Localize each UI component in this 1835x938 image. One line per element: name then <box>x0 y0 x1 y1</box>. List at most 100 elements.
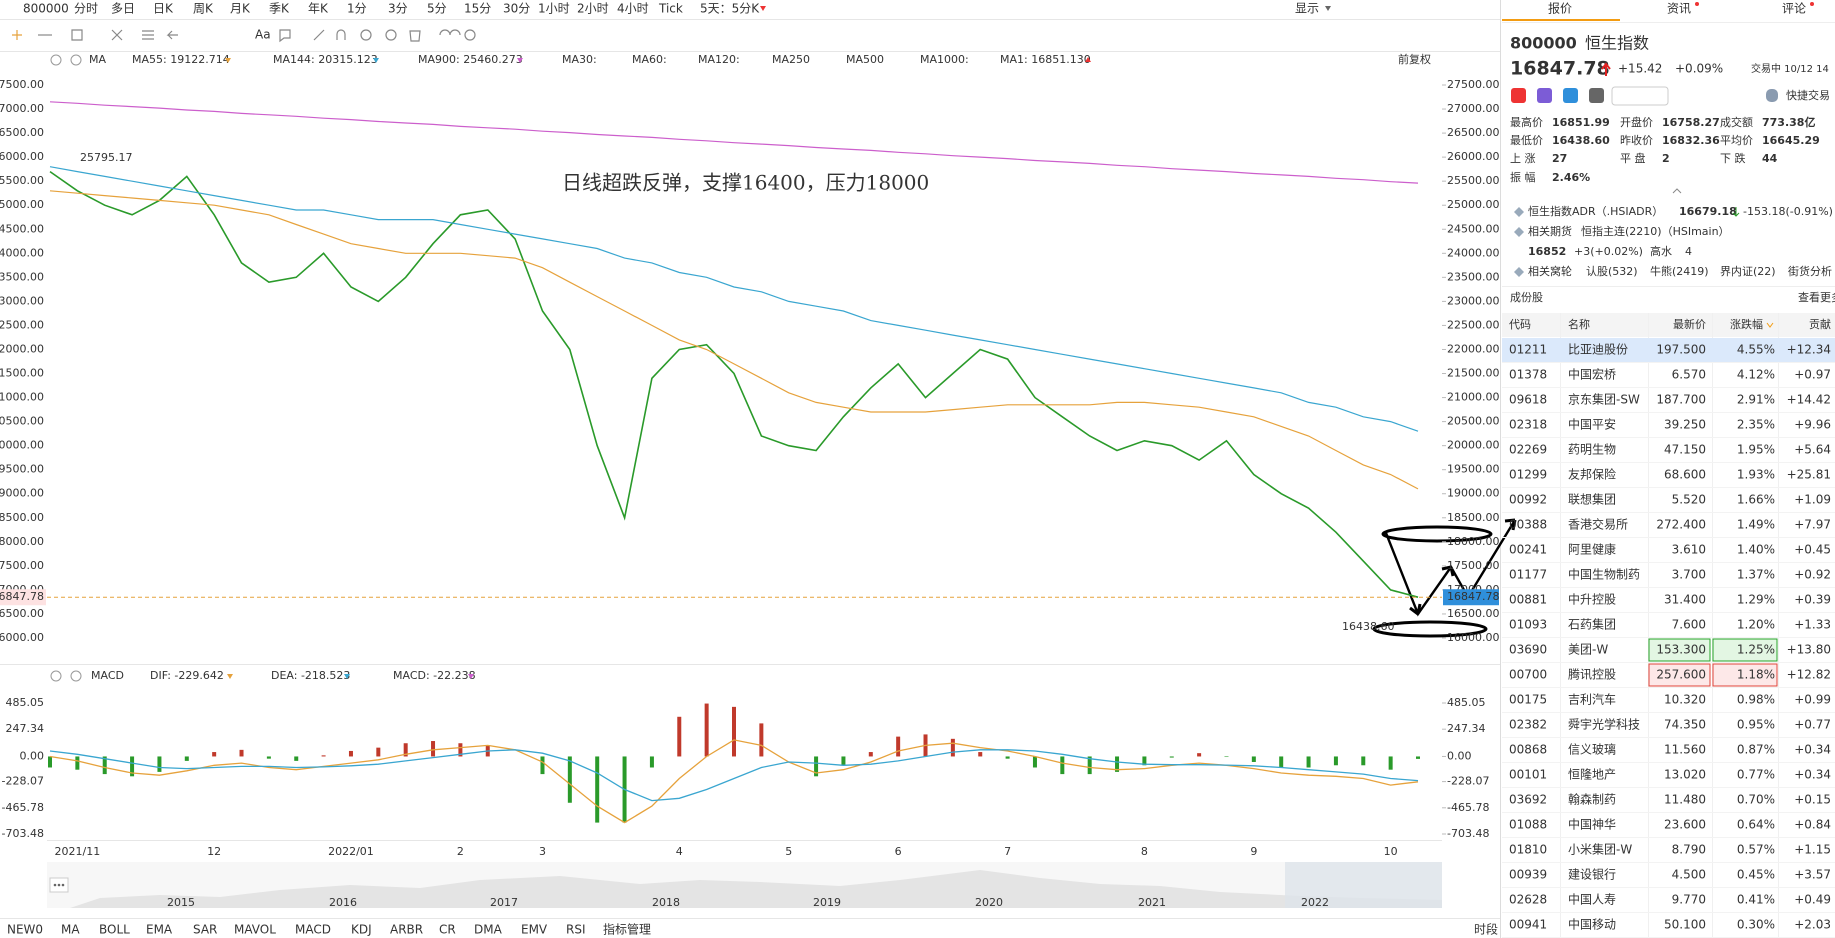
table-cell[interactable]: 11.480 <box>1664 793 1706 807</box>
period-button[interactable]: 时段 <box>1474 922 1498 937</box>
table-cell[interactable]: 01299 <box>1509 468 1547 482</box>
table-cell[interactable]: 6.570 <box>1672 368 1706 382</box>
table-cell[interactable]: 272.400 <box>1656 518 1706 532</box>
table-cell[interactable]: 腾讯控股 <box>1568 667 1616 682</box>
indicator-tab[interactable]: MA <box>61 923 80 937</box>
table-cell[interactable]: +0.99 <box>1794 693 1831 707</box>
period-tab[interactable]: 30分 <box>503 2 530 16</box>
table-cell[interactable]: 京东集团-SW <box>1568 392 1640 407</box>
table-cell[interactable]: 02318 <box>1509 418 1547 432</box>
table-cell[interactable]: +0.97 <box>1794 368 1831 382</box>
indicator-tab[interactable]: ARBR <box>390 923 423 937</box>
table-cell[interactable]: 10.320 <box>1664 693 1706 707</box>
close-icon[interactable] <box>70 670 82 682</box>
table-cell[interactable]: 00700 <box>1509 668 1547 682</box>
period-tab[interactable]: 分时 <box>74 2 98 16</box>
table-cell[interactable]: 47.150 <box>1664 443 1706 457</box>
period-tab[interactable]: Tick <box>658 2 683 16</box>
table-cell[interactable]: 9.770 <box>1672 893 1706 907</box>
table-cell[interactable]: 01093 <box>1509 618 1547 632</box>
table-cell[interactable]: 信义玻璃 <box>1568 743 1616 757</box>
period-tab[interactable]: 1小时 <box>538 2 570 16</box>
table-cell[interactable]: 23.600 <box>1664 818 1706 832</box>
table-cell[interactable]: 中升控股 <box>1568 592 1616 607</box>
table-cell[interactable]: 1.93% <box>1737 468 1775 482</box>
table-cell[interactable]: 舜宇光学科技 <box>1568 717 1640 732</box>
indicator-tab[interactable]: KDJ <box>351 923 372 937</box>
table-cell[interactable]: 00941 <box>1509 918 1547 932</box>
table-cell[interactable]: 中国移动 <box>1568 917 1616 932</box>
table-cell[interactable]: +3.57 <box>1794 868 1831 882</box>
display-menu[interactable]: 显示 <box>1295 2 1319 16</box>
font-tool[interactable]: Aa <box>255 28 271 42</box>
period-tab[interactable]: 5天：5分K <box>700 2 760 16</box>
table-cell[interactable]: +1.15 <box>1794 843 1831 857</box>
period-tab[interactable]: 年K <box>308 2 329 16</box>
table-cell[interactable]: 0.98% <box>1737 693 1775 707</box>
table-cell[interactable]: 1.25% <box>1737 643 1775 657</box>
period-tab[interactable]: 3分 <box>388 2 408 16</box>
futures-name[interactable]: 恒指主连(2210)（HSImain） <box>1581 224 1730 238</box>
table-cell[interactable]: 1.95% <box>1737 443 1775 457</box>
table-cell[interactable]: +1.09 <box>1794 493 1831 507</box>
table-cell[interactable]: 187.700 <box>1656 393 1706 407</box>
indicator-tab[interactable]: BOLL <box>99 923 130 937</box>
column-header[interactable]: 最新价 <box>1673 317 1706 331</box>
indicator-tab[interactable]: CR <box>439 923 456 937</box>
indicator-tab[interactable]: NEW0 <box>7 923 43 937</box>
table-cell[interactable]: 01810 <box>1509 843 1547 857</box>
settings-icon[interactable] <box>50 670 62 682</box>
warrant-link[interactable]: 街货分析 <box>1788 264 1832 278</box>
table-cell[interactable]: 0.95% <box>1737 718 1775 732</box>
table-cell[interactable]: +9.96 <box>1794 418 1831 432</box>
adjust-button[interactable]: 前复权 <box>1398 52 1431 66</box>
column-header[interactable]: 涨跌幅 <box>1730 317 1763 331</box>
quick-trade[interactable]: 快捷交易 <box>1786 88 1830 102</box>
table-cell[interactable]: 7.600 <box>1672 618 1706 632</box>
collapse-icon[interactable] <box>1672 188 1682 194</box>
table-cell[interactable]: 02628 <box>1509 893 1547 907</box>
table-cell[interactable]: 阿里健康 <box>1568 542 1616 557</box>
table-cell[interactable]: 中国生物制药 <box>1568 567 1640 582</box>
table-cell[interactable]: 3.700 <box>1672 568 1706 582</box>
indicator-label[interactable]: MACD <box>91 669 124 682</box>
table-cell[interactable]: +13.80 <box>1787 643 1831 657</box>
table-cell[interactable]: 石药集团 <box>1568 617 1616 632</box>
table-cell[interactable]: +0.92 <box>1794 568 1831 582</box>
indicator-tab[interactable]: RSI <box>566 923 586 937</box>
indicator-label[interactable]: MA <box>89 53 106 66</box>
indicator-tab[interactable]: MAVOL <box>234 923 276 937</box>
table-cell[interactable]: 药明生物 <box>1568 443 1616 457</box>
indicator-tab[interactable]: EMA <box>146 923 173 937</box>
table-cell[interactable]: 建设银行 <box>1568 868 1616 882</box>
table-cell[interactable]: +0.77 <box>1794 718 1831 732</box>
table-cell[interactable]: 吉利汽车 <box>1568 692 1616 707</box>
table-cell[interactable]: 39.250 <box>1664 418 1706 432</box>
table-cell[interactable]: 0.57% <box>1737 843 1775 857</box>
warrant-link[interactable]: 界内证(22) <box>1720 264 1776 278</box>
table-cell[interactable]: 0.70% <box>1737 793 1775 807</box>
table-cell[interactable]: +0.49 <box>1794 893 1831 907</box>
table-cell[interactable]: 中国人寿 <box>1568 892 1616 907</box>
panel-tab[interactable]: 评论 <box>1782 2 1806 16</box>
more-link[interactable]: 查看更多 <box>1798 290 1835 304</box>
table-cell[interactable]: +12.82 <box>1787 668 1831 682</box>
symbol-tab[interactable]: 800000 <box>23 2 69 16</box>
table-cell[interactable]: 74.350 <box>1664 718 1706 732</box>
table-cell[interactable]: 3.610 <box>1672 543 1706 557</box>
table-cell[interactable]: 00388 <box>1509 518 1547 532</box>
watch-button[interactable] <box>1611 86 1669 106</box>
table-cell[interactable]: 00868 <box>1509 743 1547 757</box>
table-cell[interactable]: 1.37% <box>1737 568 1775 582</box>
table-cell[interactable]: 09618 <box>1509 393 1547 407</box>
table-cell[interactable]: 4.500 <box>1672 868 1706 882</box>
warrant-link[interactable]: 牛熊(2419) <box>1650 264 1709 278</box>
table-cell[interactable]: 01211 <box>1509 343 1547 357</box>
table-cell[interactable]: +5.64 <box>1794 443 1831 457</box>
indicator-tab[interactable]: EMV <box>521 923 548 937</box>
drawing-tools[interactable] <box>12 29 476 43</box>
table-cell[interactable]: 01378 <box>1509 368 1547 382</box>
period-tab[interactable]: 季K <box>269 2 290 16</box>
table-cell[interactable]: 03692 <box>1509 793 1547 807</box>
table-cell[interactable]: 257.600 <box>1656 668 1706 682</box>
